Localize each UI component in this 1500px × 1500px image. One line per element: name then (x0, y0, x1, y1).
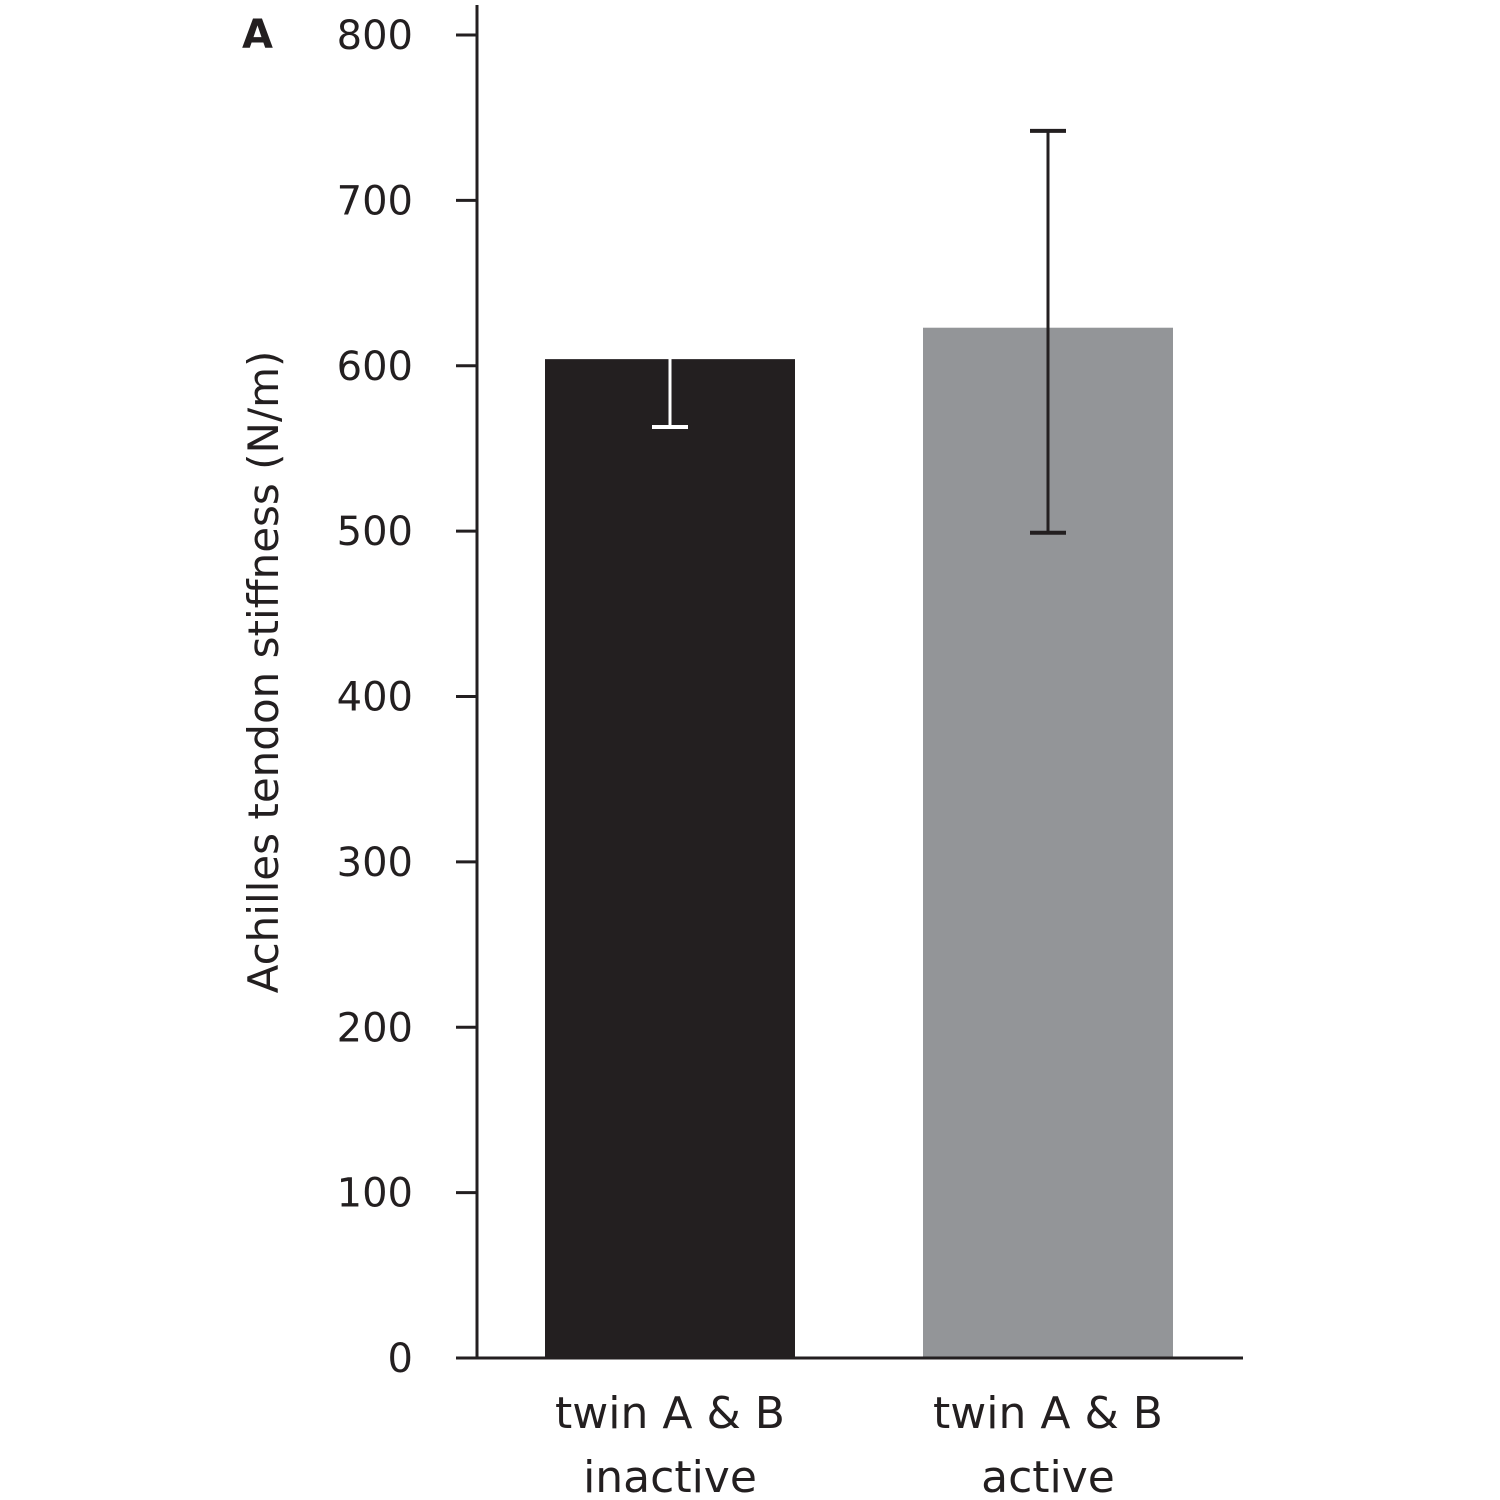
bar-1 (545, 359, 795, 1358)
y-tick-label-300: 300 (337, 840, 413, 886)
y-tick-label-400: 400 (337, 675, 413, 721)
y-tick-label-0: 0 (388, 1336, 413, 1382)
y-tick-label-500: 500 (337, 509, 413, 555)
y-tick-label-800: 800 (337, 13, 413, 59)
y-axis-label: Achilles tendon stiffness (N/m) (239, 351, 288, 994)
x-tick-label-1-line-1: twin A & B (555, 1388, 785, 1439)
y-tick-label-600: 600 (337, 344, 413, 390)
x-tick-label-1-line-2: inactive (583, 1452, 757, 1500)
y-tick-label-100: 100 (337, 1171, 413, 1217)
y-tick-label-700: 700 (337, 178, 413, 224)
y-tick-label-200: 200 (337, 1005, 413, 1051)
panel-label: A (242, 12, 273, 58)
x-tick-label-2-line-2: active (981, 1452, 1115, 1500)
x-tick-label-2-line-1: twin A & B (933, 1388, 1163, 1439)
